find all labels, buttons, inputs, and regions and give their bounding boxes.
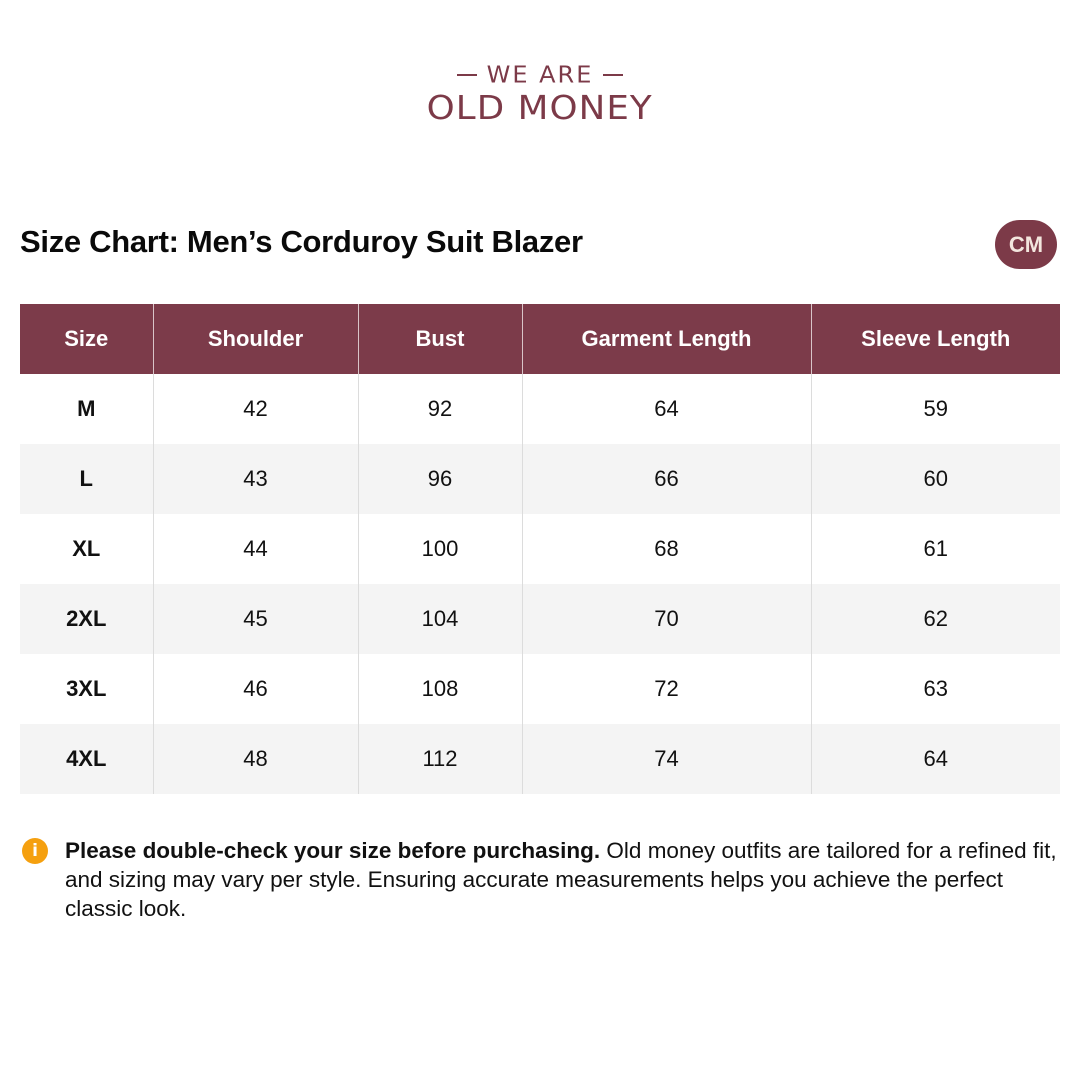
table-row: M 42 92 64 59: [20, 374, 1060, 444]
size-note: i Please double-check your size before p…: [22, 836, 1062, 923]
garment-length-cell: 66: [521, 444, 811, 514]
sleeve-length-cell: 59: [810, 374, 1060, 444]
brand-logo: WE ARE OLD MONEY: [0, 60, 1080, 126]
sleeve-length-cell: 61: [810, 514, 1060, 584]
size-cell: 3XL: [20, 654, 153, 724]
info-icon: i: [22, 838, 48, 864]
brand-name: OLD MONEY: [426, 88, 654, 127]
shoulder-cell: 44: [152, 514, 358, 584]
unit-toggle-button[interactable]: CM: [995, 220, 1057, 269]
sleeve-length-cell: 62: [810, 584, 1060, 654]
bust-cell: 104: [357, 584, 522, 654]
shoulder-cell: 48: [152, 724, 358, 794]
size-cell: 4XL: [20, 724, 153, 794]
column-header-sleeve-length: Sleeve Length: [810, 304, 1060, 374]
garment-length-cell: 74: [521, 724, 811, 794]
note-emphasis: Please double-check your size before pur…: [65, 838, 601, 863]
shoulder-cell: 43: [152, 444, 358, 514]
brand-logo-top: WE ARE: [0, 60, 1080, 90]
garment-length-cell: 72: [521, 654, 811, 724]
shoulder-cell: 46: [152, 654, 358, 724]
shoulder-cell: 42: [152, 374, 358, 444]
size-cell: 2XL: [20, 584, 153, 654]
sleeve-length-cell: 60: [810, 444, 1060, 514]
size-cell: M: [20, 374, 153, 444]
table-row: XL 44 100 68 61: [20, 514, 1060, 584]
size-cell: L: [20, 444, 153, 514]
garment-length-cell: 64: [521, 374, 811, 444]
bust-cell: 100: [357, 514, 522, 584]
column-header-bust: Bust: [357, 304, 522, 374]
logo-dash-right: [603, 74, 624, 76]
size-table: Size Shoulder Bust Garment Length Sleeve…: [20, 304, 1060, 794]
garment-length-cell: 68: [521, 514, 811, 584]
logo-dash-left: [456, 74, 477, 76]
bust-cell: 92: [357, 374, 522, 444]
table-row: 4XL 48 112 74 64: [20, 724, 1060, 794]
table-row: L 43 96 66 60: [20, 444, 1060, 514]
column-header-size: Size: [20, 304, 153, 374]
size-cell: XL: [20, 514, 153, 584]
column-header-garment-length: Garment Length: [521, 304, 811, 374]
note-text: Please double-check your size before pur…: [65, 836, 1062, 923]
table-row: 2XL 45 104 70 62: [20, 584, 1060, 654]
bust-cell: 96: [357, 444, 522, 514]
garment-length-cell: 70: [521, 584, 811, 654]
page-title: Size Chart: Men’s Corduroy Suit Blazer: [20, 224, 583, 259]
bust-cell: 112: [357, 724, 522, 794]
sleeve-length-cell: 63: [810, 654, 1060, 724]
note-body: Old money outfits are tailored for a ref…: [65, 838, 1057, 921]
column-header-shoulder: Shoulder: [152, 304, 358, 374]
brand-tagline: WE ARE: [486, 61, 594, 89]
sleeve-length-cell: 64: [810, 724, 1060, 794]
bust-cell: 108: [357, 654, 522, 724]
table-header-row: Size Shoulder Bust Garment Length Sleeve…: [20, 304, 1060, 374]
table-row: 3XL 46 108 72 63: [20, 654, 1060, 724]
shoulder-cell: 45: [152, 584, 358, 654]
